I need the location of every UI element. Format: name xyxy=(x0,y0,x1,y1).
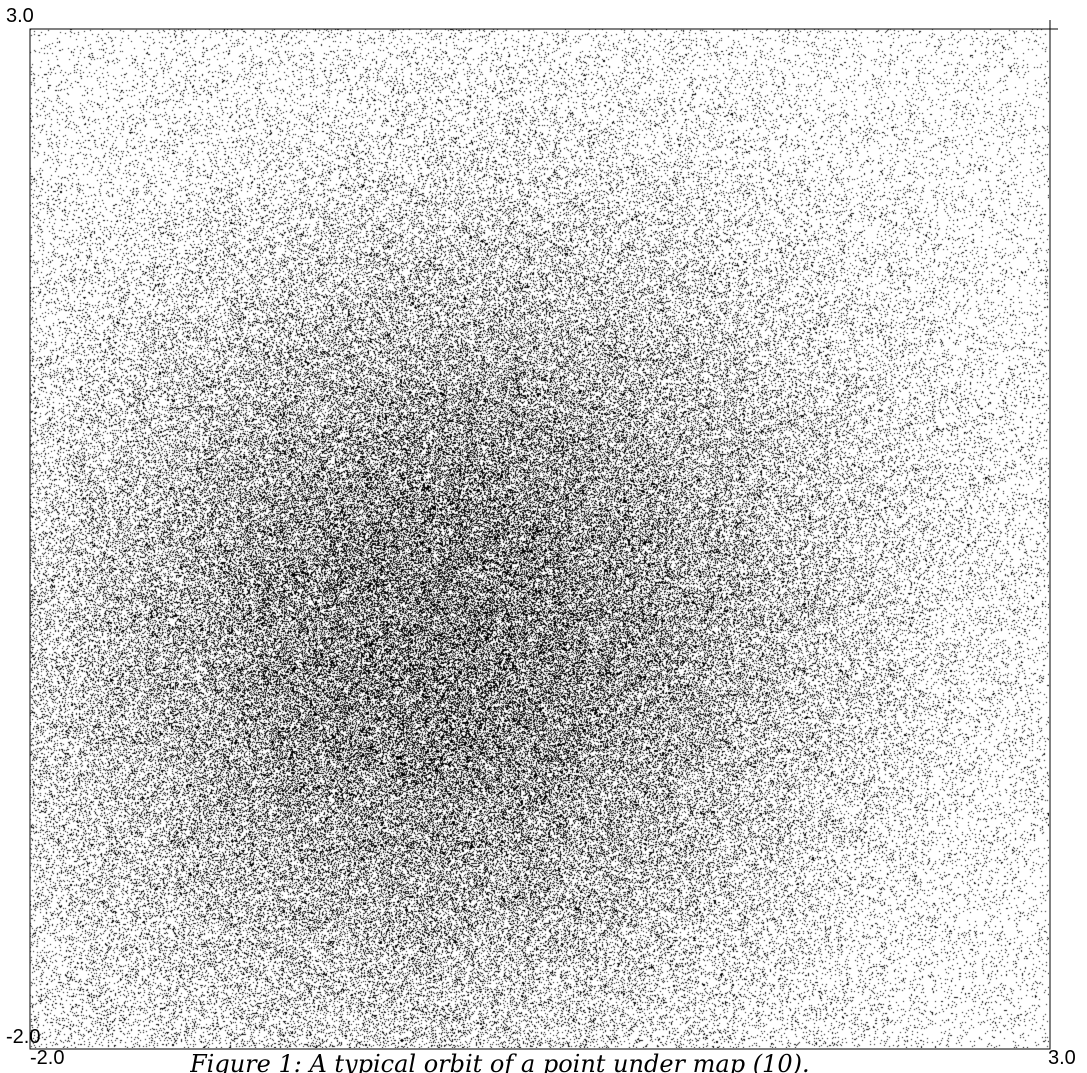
x-max-tick-label: 3.0 xyxy=(1048,1047,1076,1069)
figure-caption: Figure 1: A typical orbit of a point und… xyxy=(190,1050,810,1073)
y-min-tick-label: -2.0 xyxy=(6,1026,41,1048)
x-min-tick-label: -2.0 xyxy=(30,1047,65,1069)
scatter-points xyxy=(30,29,1049,1048)
y-max-tick-label: 3.0 xyxy=(6,5,34,27)
